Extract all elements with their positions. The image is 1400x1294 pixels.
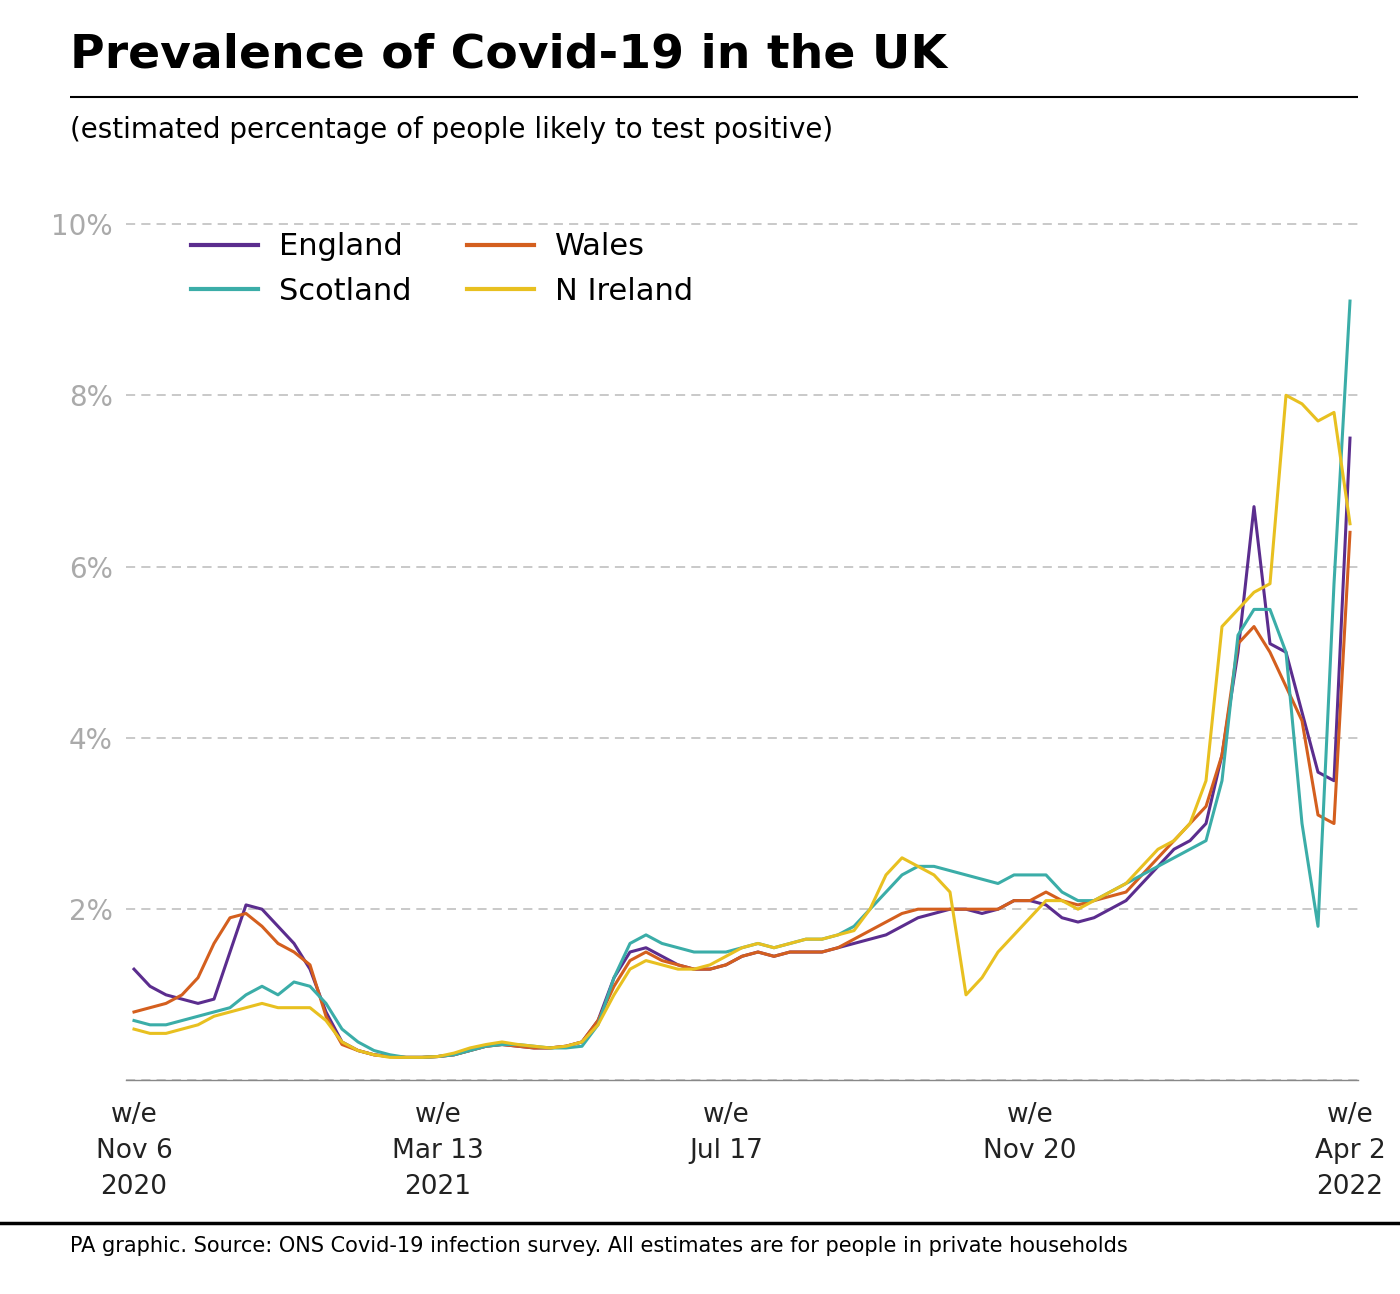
Legend: England, Scotland, Wales, N Ireland: England, Scotland, Wales, N Ireland <box>190 233 693 305</box>
Text: PA graphic. Source: ONS Covid-19 infection survey. All estimates are for people : PA graphic. Source: ONS Covid-19 infecti… <box>70 1236 1128 1255</box>
Text: Prevalence of Covid-19 in the UK: Prevalence of Covid-19 in the UK <box>70 32 946 78</box>
Text: (estimated percentage of people likely to test positive): (estimated percentage of people likely t… <box>70 116 833 145</box>
